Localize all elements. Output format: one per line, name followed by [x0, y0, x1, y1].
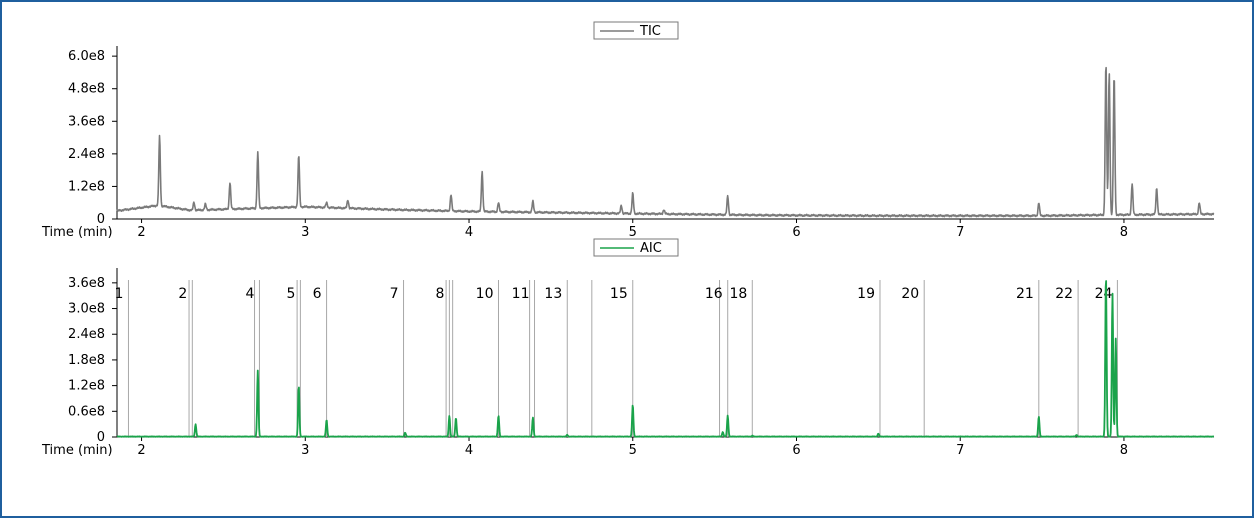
- x-tick-label: 7: [956, 225, 964, 240]
- x-tick-label: 5: [629, 443, 637, 458]
- tic-panel: 0 1.2e8 2.4e8 3.6e8 4.8e8 6.0e8 2 3 4 5 6 7 8 Time (m…: [41, 21, 1215, 240]
- y-tick-label: 4.8e8: [68, 82, 105, 97]
- peak-marker-label: 24: [1095, 286, 1113, 302]
- legend: AIC: [593, 238, 679, 257]
- x-tick-label: 4: [465, 225, 473, 240]
- y-tick-label: 6.0e8: [68, 49, 105, 64]
- y-tick-label: 3.6e8: [68, 114, 105, 129]
- x-axis-title: Time (min): [41, 225, 113, 240]
- peak-marker-label: 19: [857, 286, 875, 302]
- x-tick-label: 8: [1120, 443, 1128, 458]
- legend-box: [593, 21, 679, 40]
- peak-marker-label: 4: [246, 286, 255, 302]
- legend-label: TIC: [639, 24, 661, 39]
- x-tick-label: 3: [301, 225, 309, 240]
- y-tick-label: 3.6e8: [68, 276, 105, 291]
- peak-marker-label: 11: [512, 286, 530, 302]
- x-tick-label: 6: [792, 225, 800, 240]
- legend-label: AIC: [640, 241, 662, 256]
- peak-marker-label: 22: [1055, 286, 1073, 302]
- y-tick-label: 2.4e8: [68, 147, 105, 162]
- peak-marker-label: 18: [729, 286, 747, 302]
- x-tick-label: 3: [301, 443, 309, 458]
- y-tick-label: 1.8e8: [68, 353, 105, 368]
- legend-box: [593, 238, 679, 257]
- peak-marker-label: 13: [544, 286, 562, 302]
- series-line-aic: [116, 280, 1215, 438]
- y-tick-label: 3.0e8: [68, 302, 105, 317]
- y-tick-label: 0.6e8: [68, 404, 105, 419]
- peak-marker-label: 21: [1016, 286, 1034, 302]
- legend: TIC: [593, 21, 679, 40]
- peak-marker-label: 1: [115, 286, 124, 302]
- x-tick-label: 8: [1120, 225, 1128, 240]
- x-tick-label: 7: [956, 443, 964, 458]
- y-tick-label: 0: [97, 430, 105, 445]
- y-tick-label: 1.2e8: [68, 179, 105, 194]
- peak-marker-label: 2: [178, 286, 187, 302]
- x-tick-label: 6: [792, 443, 800, 458]
- aic-panel: 0 0.6e8 1.2e8 1.8e8 2.4e8 3.0e8 3.6e8 2 3 4 5 6 7 8 Ti…: [41, 238, 1215, 458]
- peak-marker-label: 8: [435, 286, 444, 302]
- peak-marker-label: 7: [390, 286, 399, 302]
- peak-marker-label: 5: [286, 286, 295, 302]
- x-tick-label: 2: [137, 225, 145, 240]
- x-tick-label: 5: [629, 225, 637, 240]
- x-tick-label: 4: [465, 443, 473, 458]
- series-line-tic: [116, 66, 1215, 218]
- x-axis-title: Time (min): [41, 443, 113, 458]
- peak-marker-label: 10: [476, 286, 494, 302]
- peak-marker-label: 6: [313, 286, 322, 302]
- x-tick-label: 2: [137, 443, 145, 458]
- y-tick-label: 1.2e8: [68, 379, 105, 394]
- peak-marker-label: 16: [705, 286, 723, 302]
- y-tick-label: 2.4e8: [68, 327, 105, 342]
- y-tick-label: 0: [97, 212, 105, 227]
- peak-marker-label: 20: [901, 286, 919, 302]
- peak-marker-label: 15: [610, 286, 628, 302]
